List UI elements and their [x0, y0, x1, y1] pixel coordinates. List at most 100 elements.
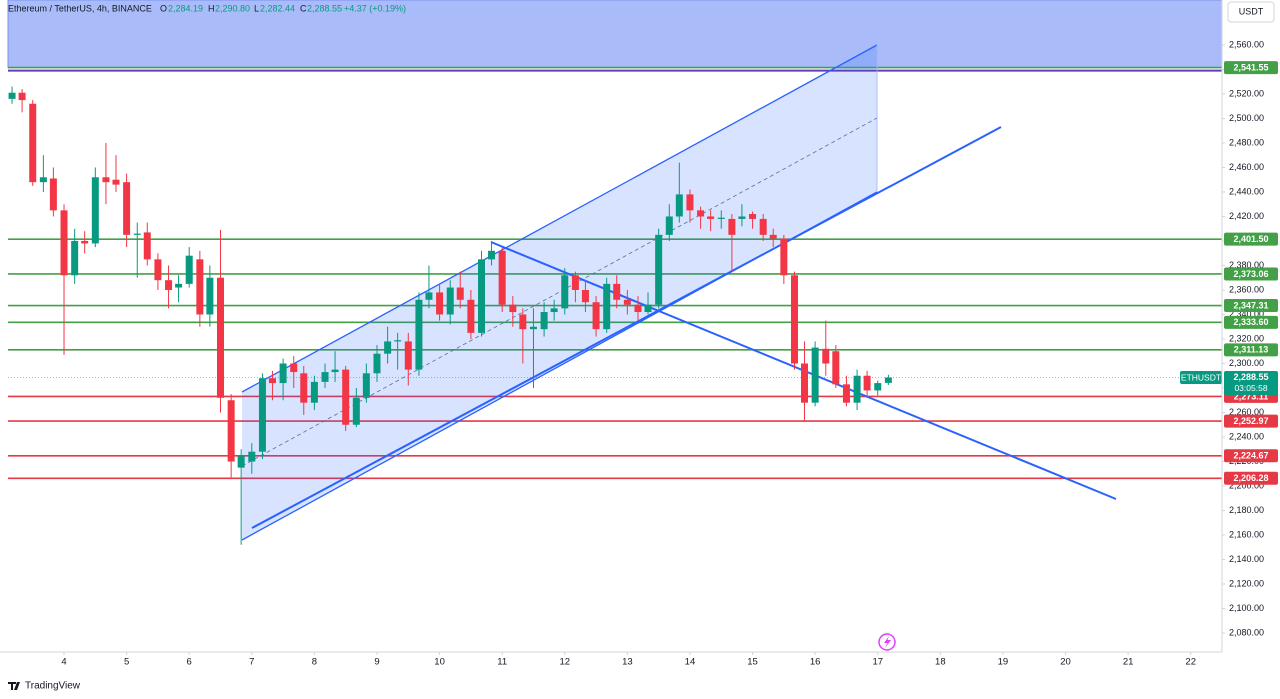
candle-body	[884, 377, 892, 383]
ohlc-label: O	[160, 3, 167, 13]
candle-body	[540, 312, 548, 330]
y-tick-label: 2,420.00	[1229, 211, 1264, 221]
candle-body	[425, 292, 433, 300]
y-tick-label: 2,340.00	[1229, 309, 1264, 319]
candle-body	[509, 304, 517, 313]
candle-body	[498, 250, 506, 305]
candle-body	[697, 210, 705, 217]
level-label: 2,273.11	[1234, 391, 1269, 401]
change: +4.37 (+0.19%)	[344, 3, 406, 13]
y-tick-label: 2,200.00	[1229, 480, 1264, 490]
drawings	[241, 44, 1117, 541]
candle-body	[123, 182, 131, 235]
trend-line	[251, 126, 1002, 529]
candle-body	[175, 283, 183, 288]
candle-body	[717, 217, 725, 219]
candle-body	[790, 275, 798, 364]
y-tick-label: 2,560.00	[1229, 39, 1264, 49]
ohlc-label: C	[300, 3, 307, 13]
currency-button[interactable]	[1227, 1, 1275, 23]
candle-body	[268, 378, 276, 384]
y-tick-label: 2,240.00	[1229, 431, 1264, 441]
y-tick-label: 2,500.00	[1229, 113, 1264, 123]
candle-body	[686, 194, 694, 211]
candle-body	[456, 287, 464, 300]
x-tick-label: 14	[685, 657, 696, 668]
candle-body	[519, 314, 527, 330]
candle-body	[18, 92, 26, 101]
x-tick-label: 12	[559, 657, 570, 668]
candle-body	[655, 234, 663, 305]
candle-body	[165, 280, 173, 290]
candle-body	[467, 299, 475, 333]
x-tick-label: 5	[124, 657, 129, 668]
candle-body	[404, 341, 412, 370]
candle-body	[623, 299, 631, 305]
candle-body	[478, 259, 486, 333]
level-tag	[1224, 61, 1278, 75]
candle-body	[822, 348, 830, 364]
channel-upper	[241, 44, 878, 393]
x-tick-label: 17	[872, 657, 883, 668]
candle-body	[60, 210, 68, 276]
candle-body	[394, 340, 402, 342]
y-tick-label: 2,320.00	[1229, 333, 1264, 343]
y-tick-label: 2,380.00	[1229, 260, 1264, 270]
y-tick-label: 2,460.00	[1229, 162, 1264, 172]
candle-body	[811, 347, 819, 403]
level-tag	[1224, 315, 1278, 329]
candle-body	[665, 216, 673, 235]
candle-body	[102, 177, 110, 183]
brand-name: TradingView	[25, 681, 81, 692]
y-tick-label: 2,140.00	[1229, 554, 1264, 564]
x-tick-label: 4	[61, 657, 66, 668]
brand: TradingView	[8, 681, 81, 692]
candle-body	[8, 92, 16, 99]
candle-body	[675, 194, 683, 217]
currency[interactable]: USDT	[1239, 6, 1264, 16]
candle-body	[592, 302, 600, 330]
candle-body	[550, 308, 558, 313]
candle-body	[759, 218, 767, 235]
level-label: 2,311.13	[1234, 345, 1269, 355]
x-tick-label: 20	[1060, 657, 1071, 668]
header: Ethereum / TetherUS, 4h, BINANCE O 2,284…	[8, 3, 406, 13]
x-tick-label: 10	[434, 657, 445, 668]
candle-body	[143, 232, 151, 260]
level-label: 2,252.97	[1233, 416, 1268, 426]
ohlc-value: 2,284.19	[168, 3, 203, 13]
candle-body	[290, 363, 298, 373]
candle-body	[446, 287, 454, 315]
level-tag	[1224, 267, 1278, 281]
ohlc-value: 2,288.55	[307, 3, 342, 13]
brand-logo	[8, 682, 20, 690]
candle-body	[352, 397, 360, 425]
y-tick-label: 2,260.00	[1229, 407, 1264, 417]
candle-body	[634, 304, 642, 313]
y-tick-label: 2,440.00	[1229, 186, 1264, 196]
ohlc-label: H	[208, 3, 215, 13]
x-tick-label: 15	[747, 657, 758, 668]
candle-body	[801, 363, 809, 403]
x-tick-label: 18	[935, 657, 946, 668]
candle-body	[133, 233, 141, 235]
supply-zone	[7, 0, 1223, 69]
level-label: 2,373.06	[1233, 269, 1268, 279]
x-tick-label: 11	[497, 657, 507, 668]
y-tick-label: 2,160.00	[1229, 529, 1264, 539]
candle-body	[362, 373, 370, 398]
candle-body	[561, 275, 569, 309]
candle-body	[196, 259, 204, 315]
candle-body	[874, 383, 882, 391]
y-tick-label: 2,520.00	[1229, 88, 1264, 98]
y-tick-label: 2,480.00	[1229, 137, 1264, 147]
candle-body	[71, 240, 79, 276]
level-tag	[1224, 232, 1278, 246]
x-tick-label: 9	[374, 657, 379, 668]
level-label: 2,401.50	[1233, 234, 1268, 244]
level-label: 2,347.31	[1233, 300, 1268, 310]
candle-body	[832, 351, 840, 385]
symbol-label: ETHUSDT	[1181, 372, 1221, 382]
candle-body	[603, 283, 611, 330]
candle-body	[310, 381, 318, 403]
